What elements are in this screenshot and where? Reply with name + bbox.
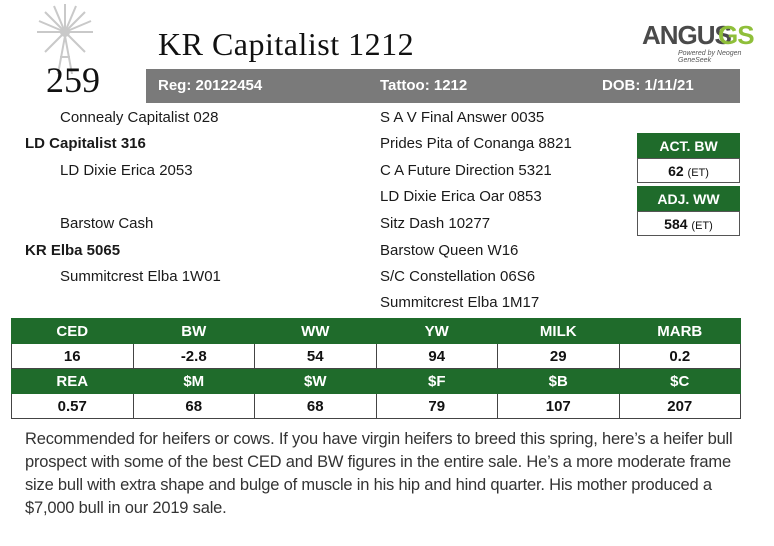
epd-table: CED BW WW YW MILK MARB 16 -2.8 54 94 29 … <box>11 318 741 419</box>
pedigree-gg-5: Sitz Dash 10277 <box>380 215 491 232</box>
lot-number: 259 <box>46 60 100 100</box>
epd-value-row-1: 16 -2.8 54 94 29 0.2 <box>11 343 741 369</box>
pedigree-gg-2: Prides Pita of Conanga 8821 <box>380 135 572 152</box>
pedigree-dam-sire: Barstow Cash <box>60 215 154 232</box>
epd-value: 16 <box>11 343 134 369</box>
epd-value: 79 <box>375 393 498 419</box>
pedigree-gg-8: Summitcrest Elba 1M17 <box>380 294 540 311</box>
epd-header: YW <box>375 318 498 344</box>
epd-header: MILK <box>497 318 620 344</box>
act-bw-box: 62 (ET) <box>637 158 740 183</box>
pedigree-gg-7: S/C Constellation 06S6 <box>380 268 536 285</box>
epd-header: $C <box>618 368 741 394</box>
pedigree-gg-4: LD Dixie Erica Oar 0853 <box>380 188 542 205</box>
epd-value: 0.57 <box>11 393 134 419</box>
pedigree-sire: LD Capitalist 316 <box>25 135 146 152</box>
epd-header: REA <box>11 368 134 394</box>
epd-header: $B <box>497 368 620 394</box>
windmill-icon <box>37 4 93 74</box>
epd-value: 94 <box>375 343 498 369</box>
epd-value: 0.2 <box>618 343 741 369</box>
act-bw-value: 62 <box>668 163 684 179</box>
tattoo: Tattoo: 1212 <box>380 77 468 94</box>
logo-suffix: GS <box>718 20 755 50</box>
adj-ww-box: 584 (ET) <box>637 211 740 236</box>
description-text: Recommended for heifers or cows. If you … <box>25 430 733 517</box>
date-of-birth: DOB: 1/11/21 <box>602 77 694 94</box>
adj-ww-note: (ET) <box>691 220 713 232</box>
epd-header: WW <box>254 318 377 344</box>
epd-header: $F <box>375 368 498 394</box>
epd-value: 68 <box>132 393 255 419</box>
epd-header-row-2: REA $M $W $F $B $C <box>11 368 741 394</box>
adj-ww-value: 584 <box>664 216 688 232</box>
epd-header: $M <box>132 368 255 394</box>
epd-value: 29 <box>497 343 620 369</box>
act-bw-note: (ET) <box>687 167 709 179</box>
epd-header-row-1: CED BW WW YW MILK MARB <box>11 318 741 344</box>
epd-header: CED <box>11 318 134 344</box>
logo-word: ANGUS <box>642 20 732 50</box>
pedigree-gg-3: C A Future Direction 5321 <box>380 162 552 179</box>
epd-value: 68 <box>254 393 377 419</box>
epd-value: 54 <box>254 343 377 369</box>
epd-value: -2.8 <box>132 343 255 369</box>
pedigree-dam-dam: Summitcrest Elba 1W01 <box>60 268 221 285</box>
pedigree-gg-6: Barstow Queen W16 <box>380 242 519 259</box>
registration-bar: Reg: 20122454 Tattoo: 1212 DOB: 1/11/21 <box>146 69 740 103</box>
epd-header: BW <box>132 318 255 344</box>
pedigree-gg-1: S A V Final Answer 0035 <box>380 109 545 126</box>
epd-header: $W <box>254 368 377 394</box>
adj-ww-label: ADJ. WW <box>637 186 740 211</box>
epd-header: MARB <box>618 318 741 344</box>
pedigree-sire-sire: Connealy Capitalist 028 <box>60 109 219 126</box>
reg-number: Reg: 20122454 <box>158 77 263 94</box>
logo-tagline: Powered by Neogen GeneSeek <box>678 50 742 64</box>
animal-name: KR Capitalist 1212 <box>158 26 415 62</box>
epd-value: 107 <box>497 393 620 419</box>
angus-gs-logo: ANGUS GS Powered by Neogen GeneSeek <box>638 20 755 64</box>
pedigree-dam: KR Elba 5065 <box>25 242 121 259</box>
epd-value-row-2: 0.57 68 68 79 107 207 <box>11 393 741 419</box>
act-bw-label: ACT. BW <box>637 133 740 158</box>
pedigree-sire-dam: LD Dixie Erica 2053 <box>60 162 193 179</box>
epd-value: 207 <box>618 393 741 419</box>
